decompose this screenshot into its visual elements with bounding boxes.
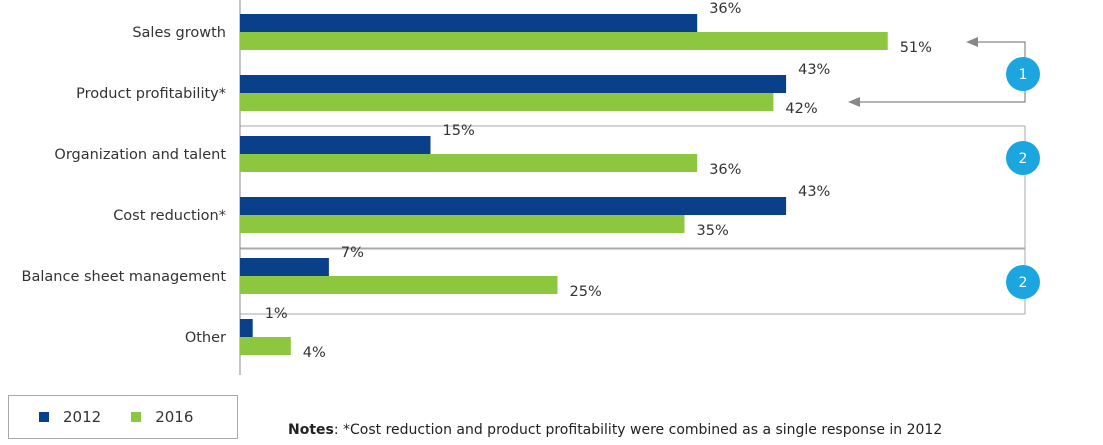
data-label-2012-other: 1% — [265, 306, 288, 322]
category-label-other: Other — [185, 330, 226, 346]
annotation-marker-2-b-label: 2 — [1019, 275, 1028, 291]
arrow-head-sales-growth — [966, 37, 978, 47]
data-label-2016-organization-and-talent: 36% — [709, 162, 741, 178]
bar-2012-balance-sheet-management — [240, 258, 329, 276]
legend-swatch-2016 — [131, 412, 142, 422]
annotation-marker-1 — [1006, 57, 1040, 91]
data-label-2016-sales-growth: 51% — [900, 40, 932, 56]
data-label-2016-cost-reduction: 35% — [697, 223, 729, 239]
annotation-marker-2-b — [1006, 265, 1040, 299]
legend-label-2012: 2012 — [63, 408, 102, 426]
data-label-2012-organization-and-talent: 15% — [443, 123, 475, 139]
notes-text: : *Cost reduction and product profitabil… — [333, 422, 943, 438]
legend-item-2016: 2016 — [131, 408, 193, 426]
bar-2016-cost-reduction — [240, 215, 685, 233]
data-label-2012-product-profitability: 43% — [798, 62, 830, 78]
bar-2012-cost-reduction — [240, 197, 787, 215]
legend-label-2016: 2016 — [155, 408, 194, 426]
category-label-sales-growth: Sales growth — [132, 25, 226, 41]
bar-2016-product-profitability — [240, 93, 774, 111]
arrow-head-product-profitability — [848, 97, 860, 107]
notes-label: Notes — [288, 422, 334, 438]
legend-swatch-2012 — [39, 412, 49, 422]
bar-2016-sales-growth — [240, 32, 888, 50]
annotation-marker-2-a — [1006, 141, 1040, 175]
bar-2016-balance-sheet-management — [240, 276, 558, 294]
data-label-2012-cost-reduction: 43% — [798, 184, 830, 200]
legend-item-2012: 2012 — [39, 408, 101, 426]
bar-2012-product-profitability — [240, 75, 787, 93]
data-label-2012-sales-growth: 36% — [709, 1, 741, 17]
data-label-2016-balance-sheet-management: 25% — [570, 284, 602, 300]
data-label-2016-other: 4% — [303, 345, 326, 361]
category-label-balance-sheet-management: Balance sheet management — [22, 269, 227, 285]
annotation-bracket — [860, 41, 1026, 103]
legend: 2012 2016 — [8, 395, 238, 439]
annotation-marker-2-a-label: 2 — [1019, 151, 1028, 167]
data-label-2012-balance-sheet-management: 7% — [341, 245, 364, 261]
bar-2016-other — [240, 337, 291, 355]
bar-2012-organization-and-talent — [240, 136, 431, 154]
category-label-product-profitability: Product profitability* — [76, 86, 226, 102]
data-label-2016-product-profitability: 42% — [785, 101, 817, 117]
bar-2012-other — [240, 319, 253, 337]
category-label-cost-reduction: Cost reduction* — [113, 208, 226, 224]
category-label-organization-and-talent: Organization and talent — [54, 147, 226, 163]
notes: Notes: *Cost reduction and product profi… — [288, 422, 942, 438]
bar-2016-organization-and-talent — [240, 154, 698, 172]
bar-2012-sales-growth — [240, 14, 698, 32]
annotation-marker-1-label: 1 — [1019, 67, 1028, 83]
